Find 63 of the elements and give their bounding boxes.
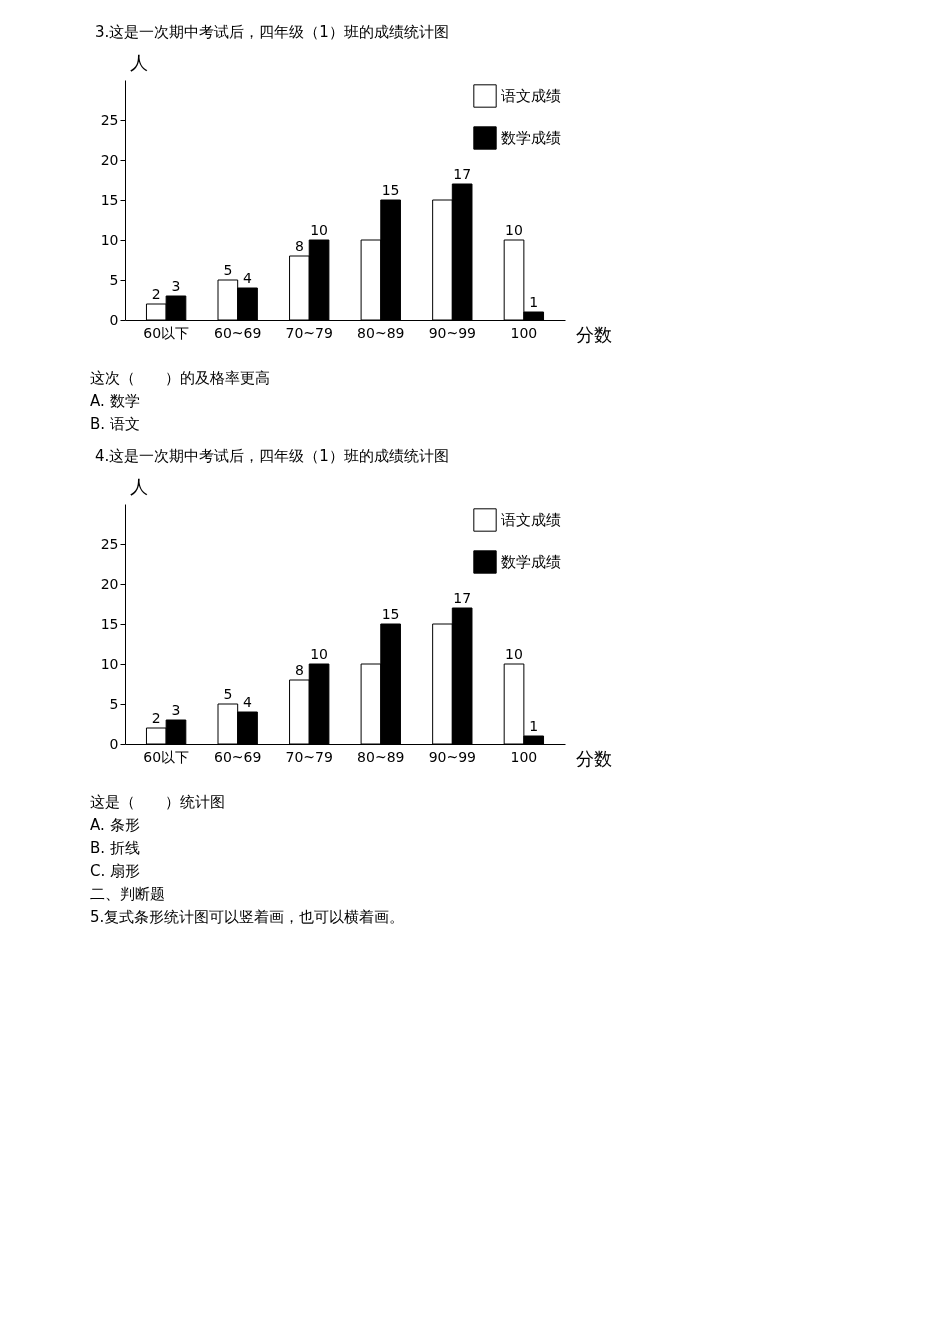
y-tick-label: 25 [100, 535, 119, 552]
x-tick-label: 80~89 [357, 324, 405, 341]
text: 5.复式条形统计图可以竖着画，也可以横着画。 [90, 908, 406, 927]
data-label: 10 [310, 222, 328, 238]
text: 二、判断题 [90, 885, 166, 904]
data-label: 1 [529, 294, 539, 310]
y-tick-label: 25 [100, 111, 119, 128]
x-tick-label: 70~79 [285, 324, 333, 341]
y-tick-label: 20 [100, 151, 119, 168]
text: C. 扇形 [90, 862, 141, 881]
y-axis-title: 人 [129, 51, 148, 73]
y-tick-label: 15 [100, 615, 119, 632]
y-tick-label: 10 [100, 655, 119, 672]
data-label: 3 [171, 278, 181, 294]
y-tick-label: 15 [100, 191, 119, 208]
data-label: 2 [151, 710, 161, 726]
x-tick-label: 100 [510, 324, 538, 341]
data-label: 4 [243, 694, 253, 710]
x-tick-label: 100 [510, 748, 538, 765]
text: A. 条形 [90, 816, 141, 835]
x-tick-label: 60以下 [143, 324, 190, 341]
data-label: 2 [151, 286, 161, 302]
data-label: 8 [294, 662, 304, 678]
data-label: 15 [381, 182, 400, 198]
text: 这次（ ）的及格率更高 [90, 369, 271, 388]
text: B. 语文 [90, 415, 141, 434]
y-tick-label: 5 [109, 695, 119, 712]
y-tick-label: 10 [100, 231, 119, 248]
data-label: 17 [453, 166, 472, 182]
x-tick-label: 70~79 [285, 748, 333, 765]
y-tick-label: 5 [109, 271, 119, 288]
x-tick-label: 90~99 [428, 324, 476, 341]
legend-label: 数学成绩 [501, 129, 561, 147]
x-axis-title: 分数 [575, 747, 612, 769]
data-label: 15 [381, 606, 400, 622]
y-axis-title: 人 [129, 475, 148, 497]
data-label: 5 [223, 686, 233, 702]
data-label: 8 [294, 238, 304, 254]
x-tick-label: 90~99 [428, 748, 476, 765]
data-label: 10 [505, 646, 523, 662]
text: A. 数学 [90, 392, 141, 411]
x-tick-label: 60以下 [143, 748, 190, 765]
y-tick-label: 20 [100, 575, 119, 592]
data-label: 5 [223, 262, 233, 278]
data-label: 1 [529, 718, 539, 734]
x-axis-title: 分数 [575, 323, 612, 345]
legend-label: 语文成绩 [501, 511, 561, 529]
data-label: 10 [505, 222, 523, 238]
x-tick-label: 80~89 [357, 748, 405, 765]
legend-label: 数学成绩 [501, 553, 561, 571]
chart-title: 4.这是一次期中考试后，四年级（1）班的成绩统计图 [95, 447, 449, 465]
legend-label: 语文成绩 [501, 87, 561, 105]
data-label: 10 [310, 646, 328, 662]
text: 这是（ ）统计图 [90, 793, 226, 812]
data-label: 4 [243, 270, 253, 286]
text: B. 折线 [90, 839, 141, 858]
x-tick-label: 60~69 [214, 324, 262, 341]
data-label: 3 [171, 702, 181, 718]
y-tick-label: 0 [109, 735, 119, 752]
x-tick-label: 60~69 [214, 748, 262, 765]
y-tick-label: 0 [109, 311, 119, 328]
data-label: 17 [453, 590, 472, 606]
chart-title: 3.这是一次期中考试后，四年级（1）班的成绩统计图 [95, 23, 449, 41]
